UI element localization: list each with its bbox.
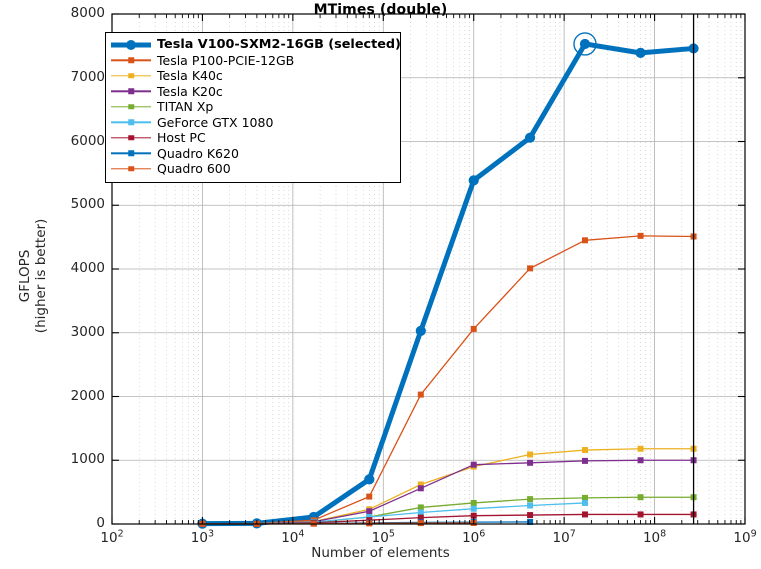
legend-label: Tesla P100-PCIE-12GB	[157, 52, 295, 68]
x-tick-label-1e7: 107	[552, 528, 576, 546]
legend-label: TITAN Xp	[157, 99, 214, 115]
legend-swatch-icon	[111, 84, 151, 98]
data-point-marker[interactable]	[468, 175, 479, 186]
legend-marker-icon	[128, 73, 134, 79]
data-point-marker[interactable]	[637, 457, 644, 464]
legend-label: Host PC	[157, 130, 206, 146]
x-tick-label-1e5: 105	[371, 528, 395, 546]
y-axis-label: GFLOPS (higher is better)	[17, 156, 50, 396]
legend-label: Quadro K620	[157, 145, 239, 161]
legend-item-0[interactable]: Tesla V100-SXM2-16GB (selected)	[111, 37, 401, 53]
data-point-marker[interactable]	[581, 494, 588, 501]
data-point-marker[interactable]	[524, 132, 536, 143]
legend-marker-icon	[128, 88, 134, 94]
x-tick-label-1e2: 102	[100, 528, 124, 546]
legend-label: GeForce GTX 1080	[157, 114, 274, 130]
data-point-marker[interactable]	[581, 457, 588, 464]
y-tick-label-0: 0	[96, 515, 105, 531]
data-point-marker[interactable]	[470, 505, 477, 512]
legend-item-8[interactable]: Quadro 600	[111, 161, 395, 177]
data-point-marker[interactable]	[470, 461, 477, 468]
x-tick-label-1e9: 109	[733, 528, 757, 546]
y-tick-label-5000: 5000	[70, 196, 105, 213]
legend-item-3[interactable]: Tesla K20c	[111, 84, 395, 100]
data-point-marker[interactable]	[415, 325, 426, 336]
data-point-marker[interactable]	[366, 493, 373, 500]
legend-swatch-icon	[111, 115, 151, 129]
data-point-marker[interactable]	[417, 504, 424, 511]
y-tick-label-6000: 6000	[70, 132, 105, 149]
data-point-marker[interactable]	[581, 237, 588, 244]
data-point-marker[interactable]	[637, 494, 644, 501]
data-point-marker[interactable]	[637, 445, 644, 452]
data-point-marker[interactable]	[637, 232, 644, 239]
legend-item-6[interactable]: Host PC	[111, 130, 395, 146]
legend-swatch-icon	[111, 53, 151, 67]
legend-item-4[interactable]: TITAN Xp	[111, 99, 395, 115]
legend-marker-icon	[128, 104, 134, 110]
data-point-marker[interactable]	[527, 265, 534, 272]
data-point-marker[interactable]	[581, 499, 588, 506]
data-point-marker[interactable]	[470, 499, 477, 506]
legend-swatch-icon	[111, 162, 151, 176]
legend-marker-icon	[128, 57, 134, 63]
x-axis-label: Number of elements	[311, 545, 450, 561]
legend-marker-icon	[126, 39, 136, 50]
data-point-marker[interactable]	[527, 512, 534, 519]
legend-item-1[interactable]: Tesla P100-PCIE-12GB	[111, 53, 395, 69]
legend-item-2[interactable]: Tesla K40c	[111, 68, 395, 84]
legend-swatch-icon	[111, 38, 151, 52]
selection-indicator	[573, 32, 597, 56]
x-tick-label-1e3: 103	[190, 528, 215, 546]
series-line-1[interactable]	[201, 235, 695, 525]
y-tick-label-7000: 7000	[70, 68, 105, 85]
selected-point-highlight[interactable]	[573, 32, 597, 56]
legend-swatch-icon	[111, 69, 151, 83]
data-point-marker[interactable]	[527, 496, 534, 503]
legend-label: Tesla K40c	[157, 68, 223, 84]
y-axis-label-line2: (higher is better)	[33, 218, 49, 334]
data-point-marker[interactable]	[527, 459, 534, 466]
legend-swatch-icon	[111, 146, 151, 160]
data-point-marker[interactable]	[635, 47, 646, 58]
series-layer	[197, 38, 699, 529]
legend-marker-icon	[128, 150, 134, 156]
legend-item-7[interactable]: Quadro K620	[111, 146, 395, 162]
data-point-marker[interactable]	[417, 520, 424, 527]
data-point-marker[interactable]	[581, 447, 588, 454]
y-tick-label-4000: 4000	[70, 260, 105, 276]
legend-marker-icon	[128, 135, 134, 141]
legend-swatch-icon	[111, 131, 151, 145]
x-tick-label-1e8: 108	[642, 528, 667, 546]
y-tick-label-3000: 3000	[70, 323, 105, 340]
data-point-marker[interactable]	[527, 451, 534, 458]
legend-label: Tesla V100-SXM2-16GB (selected)	[157, 37, 401, 53]
data-point-marker[interactable]	[579, 38, 591, 50]
legend-label: Tesla K20c	[157, 83, 223, 99]
legend-marker-icon	[128, 166, 134, 172]
data-point-marker[interactable]	[366, 508, 373, 515]
legend-item-5[interactable]: GeForce GTX 1080	[111, 115, 395, 131]
data-point-marker[interactable]	[417, 485, 424, 492]
data-point-marker[interactable]	[637, 511, 644, 518]
legend-label: Quadro 600	[157, 161, 231, 177]
y-tick-label-8000: 8000	[70, 5, 105, 21]
data-point-marker[interactable]	[581, 511, 588, 518]
data-point-marker[interactable]	[417, 391, 424, 398]
y-tick-label-1000: 1000	[70, 451, 105, 468]
x-tick-label-1e4: 104	[281, 528, 305, 546]
data-point-marker[interactable]	[527, 502, 534, 509]
legend-marker-icon	[128, 119, 134, 125]
data-point-marker[interactable]	[470, 325, 477, 332]
data-point-marker[interactable]	[364, 474, 375, 485]
legend-swatch-icon	[111, 100, 151, 114]
data-point-marker[interactable]	[417, 509, 424, 516]
y-axis-label-line1: GFLOPS	[17, 249, 34, 303]
series-line-0[interactable]	[199, 41, 697, 527]
x-tick-label-1e6: 106	[462, 528, 486, 546]
axis-ticks	[111, 13, 746, 525]
y-tick-label-2000: 2000	[70, 387, 105, 404]
legend[interactable]: Tesla V100-SXM2-16GB (selected) Tesla P10…	[105, 32, 401, 183]
